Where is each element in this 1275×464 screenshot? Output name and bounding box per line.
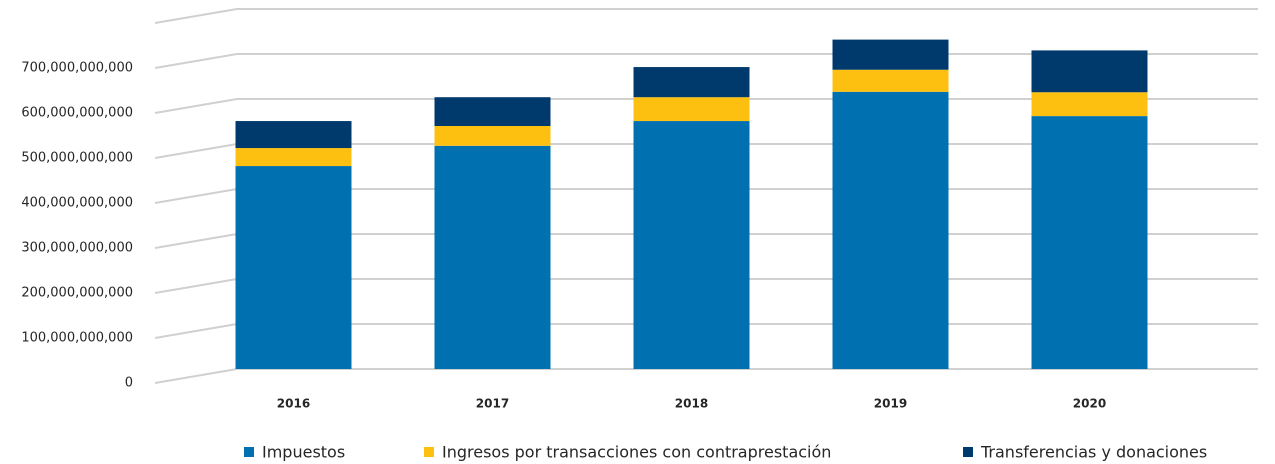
grid-line [154, 143, 238, 159]
bar-segment [235, 121, 352, 149]
bar-segment [633, 97, 750, 122]
grid-line [154, 188, 238, 204]
y-tick-label: 300,000,000,000 [21, 241, 133, 256]
y-tick-label: 0 [125, 376, 133, 391]
legend-label: Transferencias y donaciones [980, 443, 1207, 462]
bar-segment [1031, 92, 1148, 117]
bar-segment [633, 121, 750, 369]
y-tick-label: 200,000,000,000 [21, 286, 133, 301]
grid-line [154, 233, 238, 249]
legend-swatch [244, 447, 254, 457]
y-tick-label: 400,000,000,000 [21, 196, 133, 211]
bar-segment [434, 145, 551, 369]
bar-segment [633, 67, 750, 98]
y-tick-label: 600,000,000,000 [21, 106, 133, 121]
grid-line [154, 53, 238, 69]
bar-segment [832, 39, 949, 70]
y-tick-label: 500,000,000,000 [21, 151, 133, 166]
grid-line [154, 278, 238, 294]
bar-segment [235, 166, 352, 369]
bar-segment [832, 69, 949, 92]
frame-line [154, 8, 238, 24]
grid-line [154, 323, 238, 339]
legend-swatch [424, 447, 434, 457]
legend-label: Ingresos por transacciones con contrapre… [442, 443, 831, 462]
bar-segment [434, 97, 551, 126]
grid-line [154, 368, 238, 384]
x-tick-label: 2017 [476, 397, 509, 411]
bar-segment [434, 126, 551, 146]
grid-line [154, 98, 238, 114]
y-tick-label: 100,000,000,000 [21, 331, 133, 346]
x-tick-label: 2016 [277, 397, 310, 411]
x-tick-label: 2018 [675, 397, 708, 411]
legend-swatch [963, 447, 973, 457]
x-tick-label: 2019 [874, 397, 907, 411]
x-tick-label: 2020 [1073, 397, 1106, 411]
bar-segment [1031, 116, 1148, 369]
legend-label: Impuestos [262, 443, 345, 462]
bar-segment [1031, 50, 1148, 93]
y-tick-label: 700,000,000,000 [21, 61, 133, 76]
bar-segment [832, 91, 949, 370]
bar-segment [235, 148, 352, 167]
